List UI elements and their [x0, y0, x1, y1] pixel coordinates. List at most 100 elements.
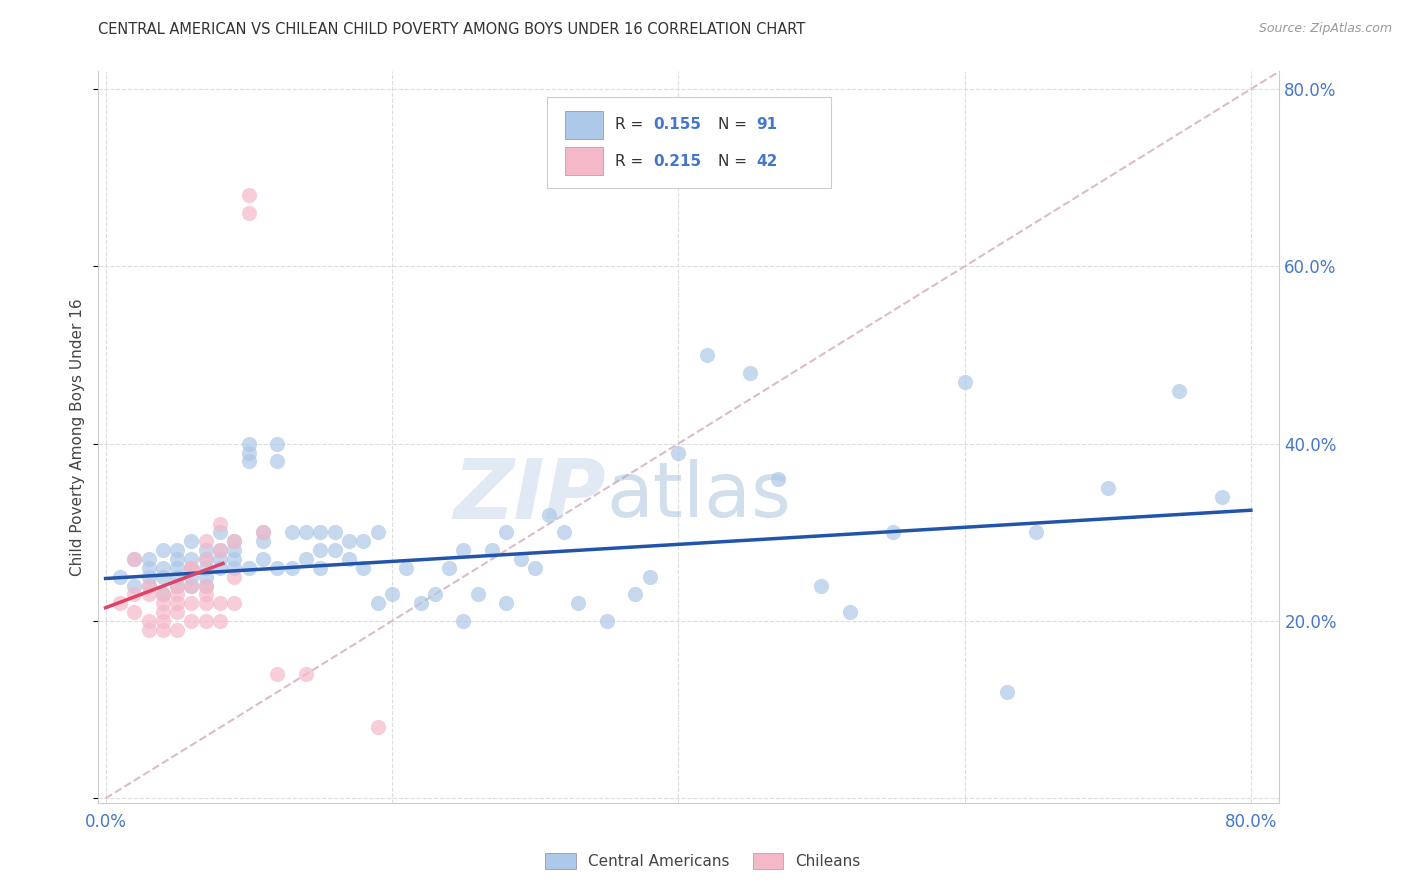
Point [423, 587, 446, 601]
Point [194, 578, 217, 592]
Point [209, 543, 232, 558]
Point [122, 552, 145, 566]
Point [524, 561, 547, 575]
Text: R =: R = [614, 117, 648, 132]
Point [108, 596, 131, 610]
Y-axis label: Child Poverty Among Boys Under 16: Child Poverty Among Boys Under 16 [70, 298, 86, 576]
Point [180, 578, 202, 592]
Point [352, 534, 374, 549]
Point [138, 578, 160, 592]
Point [180, 552, 202, 566]
Point [122, 587, 145, 601]
Point [1168, 384, 1191, 398]
Point [180, 614, 202, 628]
Text: N =: N = [718, 117, 752, 132]
Point [238, 206, 260, 220]
Point [280, 561, 302, 575]
Point [495, 596, 517, 610]
Point [138, 561, 160, 575]
Point [180, 561, 202, 575]
Point [138, 623, 160, 637]
Point [194, 587, 217, 601]
Point [252, 525, 274, 540]
Point [180, 561, 202, 575]
Point [108, 570, 131, 584]
Point [166, 605, 188, 619]
Point [180, 578, 202, 592]
Point [152, 587, 174, 601]
Point [238, 445, 260, 459]
Point [295, 667, 318, 681]
Point [224, 552, 246, 566]
Point [266, 454, 288, 468]
FancyBboxPatch shape [565, 111, 603, 138]
Point [224, 534, 246, 549]
Point [224, 561, 246, 575]
Point [437, 561, 460, 575]
Point [224, 596, 246, 610]
Point [738, 366, 761, 380]
Point [266, 436, 288, 450]
Point [166, 578, 188, 592]
Point [1097, 481, 1119, 495]
Point [238, 436, 260, 450]
Point [409, 596, 432, 610]
Point [209, 596, 232, 610]
Point [266, 561, 288, 575]
Point [1211, 490, 1233, 504]
Point [166, 570, 188, 584]
Point [194, 534, 217, 549]
Point [352, 561, 374, 575]
Point [337, 534, 360, 549]
Point [567, 596, 589, 610]
Point [323, 543, 346, 558]
Point [152, 623, 174, 637]
Text: 91: 91 [756, 117, 778, 132]
Point [180, 570, 202, 584]
Point [209, 614, 232, 628]
Point [280, 525, 302, 540]
Point [194, 543, 217, 558]
Point [238, 188, 260, 202]
Point [453, 543, 475, 558]
Point [194, 578, 217, 592]
Point [224, 543, 246, 558]
Text: R =: R = [614, 153, 648, 169]
Text: N =: N = [718, 153, 752, 169]
Text: 42: 42 [756, 153, 778, 169]
Point [224, 570, 246, 584]
Point [152, 561, 174, 575]
Point [309, 561, 332, 575]
Point [553, 525, 575, 540]
Point [166, 587, 188, 601]
Point [166, 543, 188, 558]
Point [166, 552, 188, 566]
Point [180, 534, 202, 549]
Point [323, 525, 346, 540]
Point [152, 543, 174, 558]
Point [166, 596, 188, 610]
Point [138, 578, 160, 592]
Point [122, 578, 145, 592]
Point [595, 614, 617, 628]
Point [194, 614, 217, 628]
Point [238, 561, 260, 575]
Point [381, 587, 404, 601]
Point [309, 543, 332, 558]
Point [166, 578, 188, 592]
Point [152, 596, 174, 610]
Point [209, 552, 232, 566]
Point [295, 525, 318, 540]
Point [467, 587, 489, 601]
Point [209, 561, 232, 575]
Point [152, 587, 174, 601]
Point [638, 570, 661, 584]
Point [882, 525, 904, 540]
Point [194, 561, 217, 575]
Point [180, 596, 202, 610]
Point [309, 525, 332, 540]
Text: ZIP: ZIP [454, 455, 606, 536]
Point [209, 516, 232, 531]
Point [997, 685, 1019, 699]
Point [481, 543, 503, 558]
